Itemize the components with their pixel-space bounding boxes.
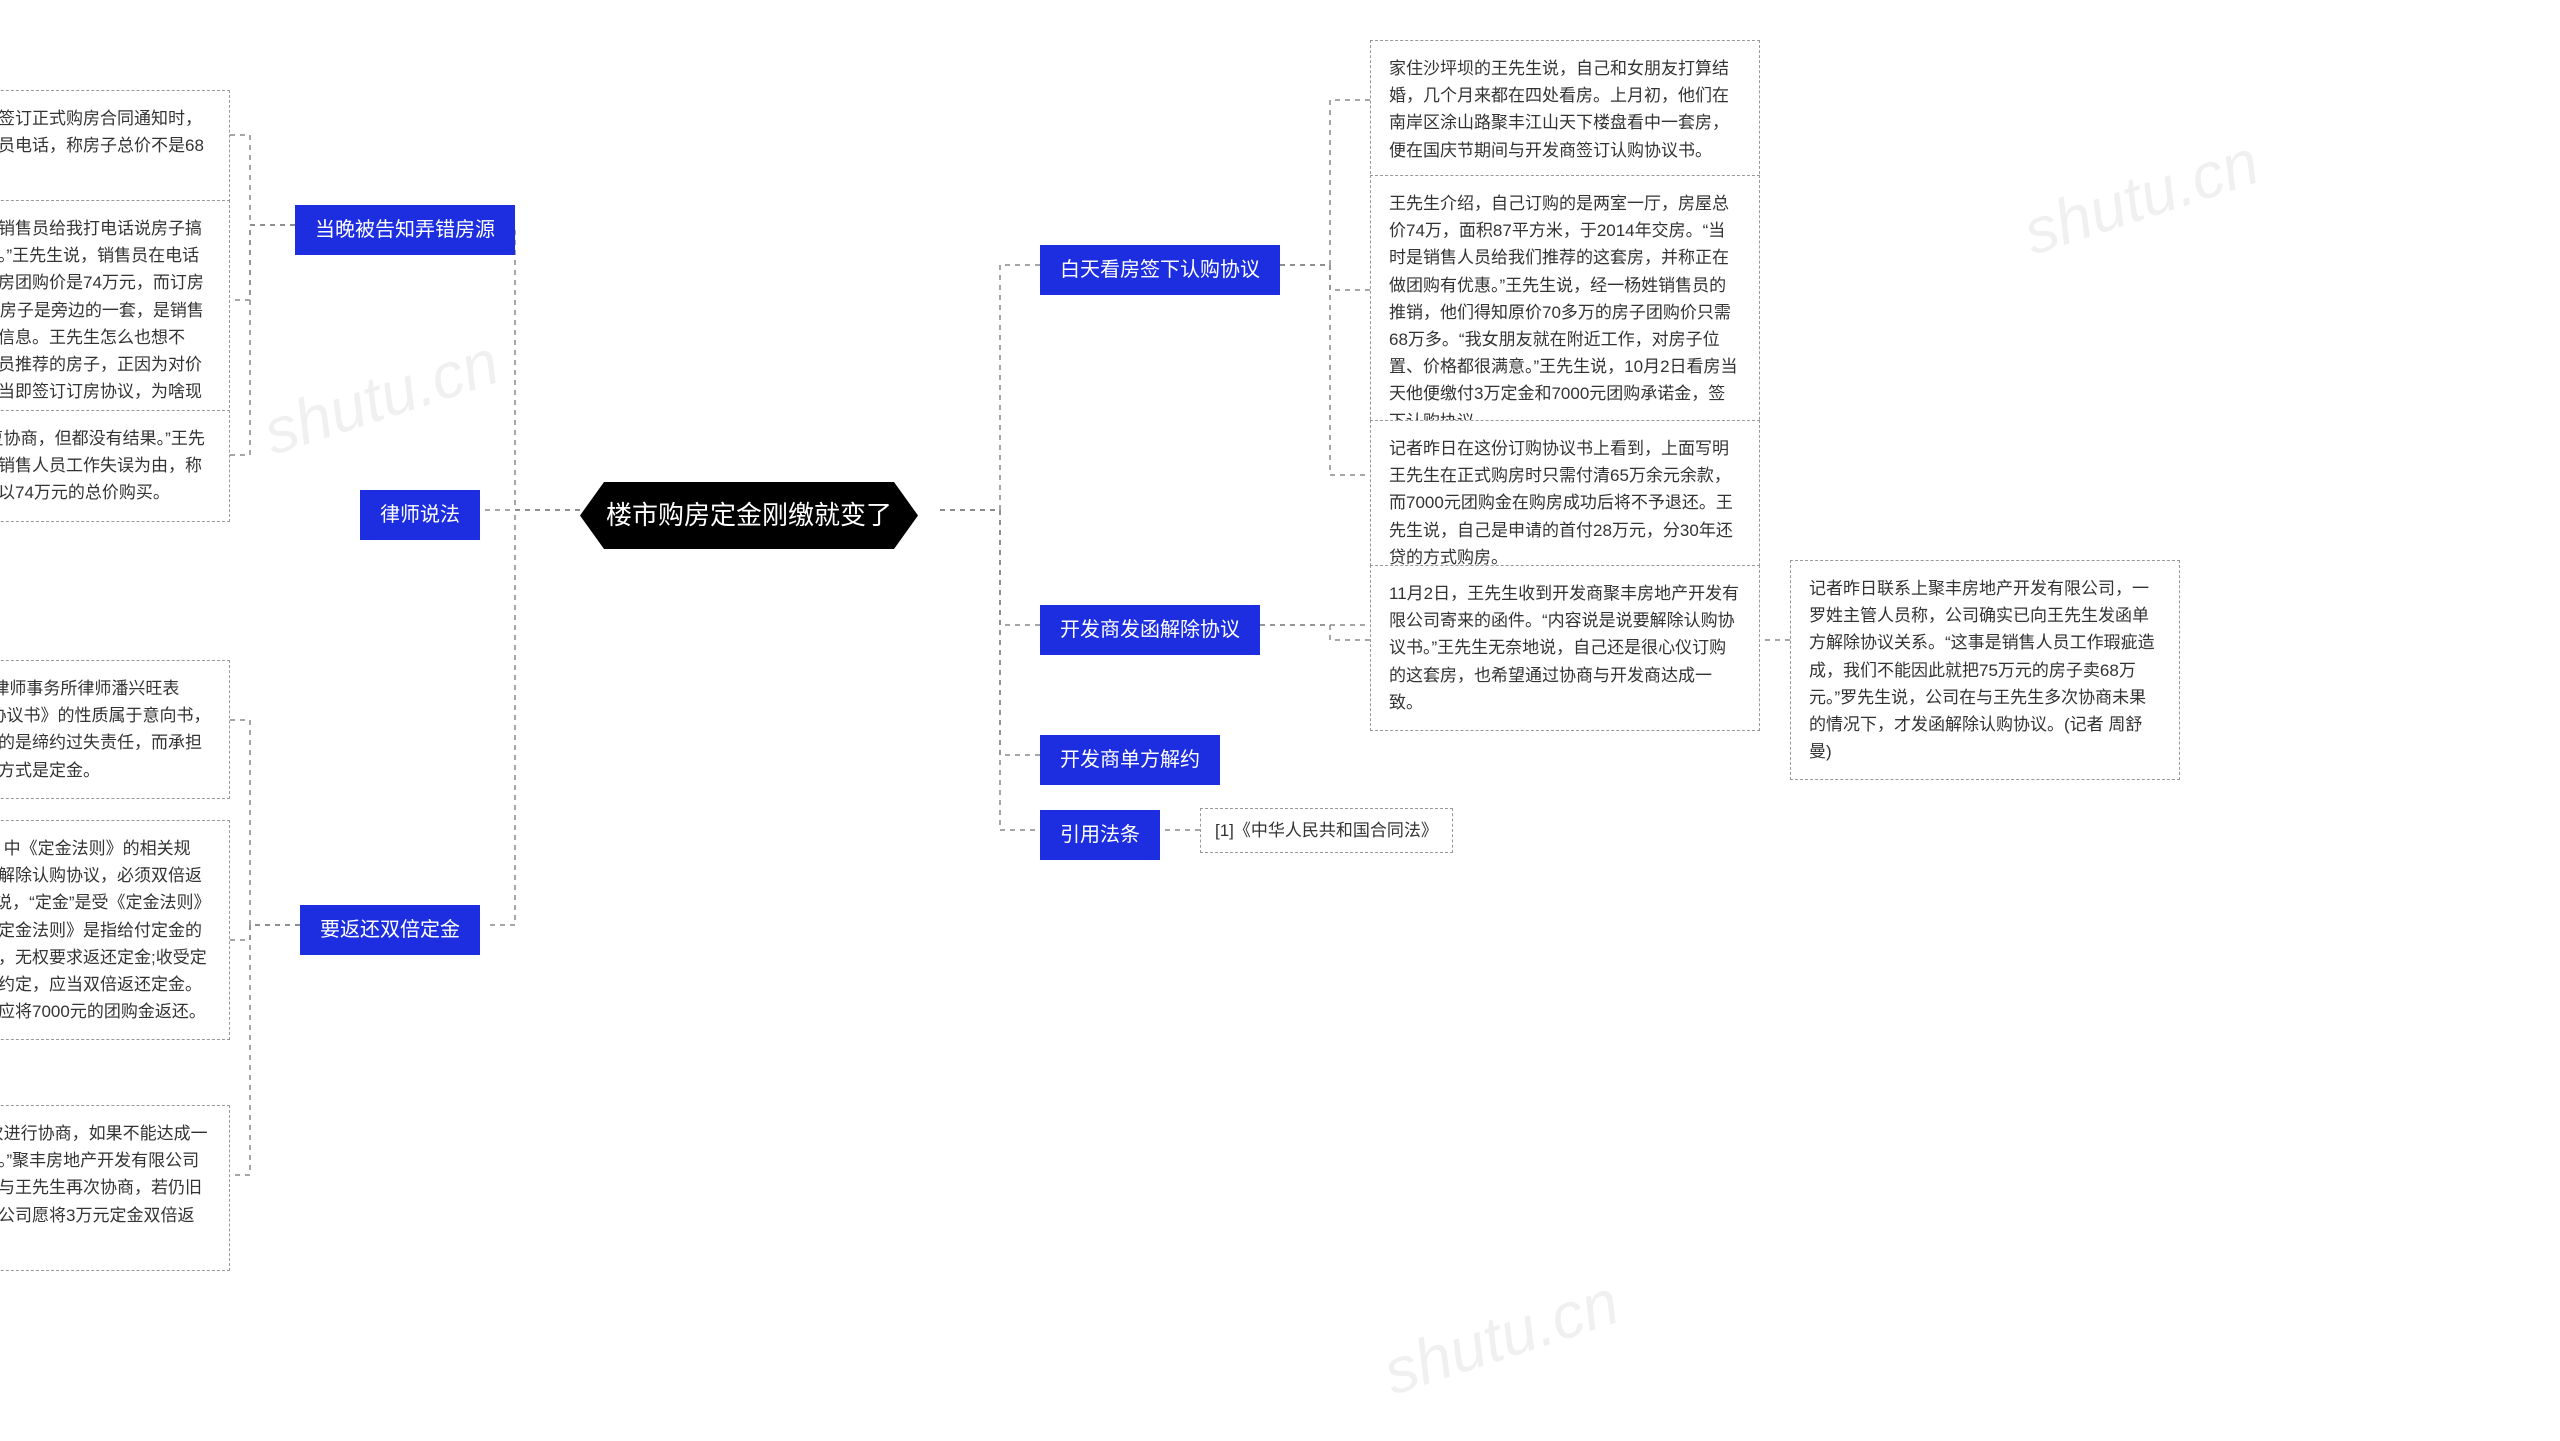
watermark: shutu.cn: [254, 324, 507, 469]
branch-left-1: 当晚被告知弄错房源: [295, 205, 515, 255]
branch-right-2: 开发商发函解除协议: [1040, 605, 1260, 655]
leaf-right-2-0: 11月2日，王先生收到开发商聚丰房地产开发有限公司寄来的函件。“内容说是说要解除…: [1370, 565, 1760, 731]
leaf-left-3-1: “根据《合同法》中《定金法则》的相关规定，开发商单方解除认购协议，必须双倍返还定…: [0, 820, 230, 1040]
leaf-left-1-2: “我找开发商反复协商，但都没有结果。”王先生说，开发商以销售人员工作失误为由，称…: [0, 410, 230, 522]
branch-right-4: 引用法条: [1040, 810, 1160, 860]
leaf-left-1-0: 就在王先生等待签订正式购房合同通知时，当晚却接到销售员电话，称房子总价不是68万…: [0, 90, 230, 202]
center-node: 楼市购房定金刚缴就变了: [580, 482, 918, 549]
mindmap-canvas: shutu.cn shutu.cn shutu.cn 楼市购房定金刚缴就变了 当…: [0, 0, 2560, 1441]
watermark: shutu.cn: [2014, 124, 2267, 269]
branch-left-3: 要返还双倍定金: [300, 905, 480, 955]
leaf-right-4-0: [1]《中华人民共和国合同法》: [1200, 808, 1453, 853]
leaf-left-3-2: “我们会跟他再次进行协商，如果不能达成一致就走法律程序。”聚丰房地产开发有限公司…: [0, 1105, 230, 1271]
leaf-left-3-0: 重庆锦扬(江北)律师事务所律师潘兴旺表示，《房屋认购协议书》的性质属于意向书，一…: [0, 660, 230, 799]
leaf-right-1-0: 家住沙坪坝的王先生说，自己和女朋友打算结婚，几个月来都在四处看房。上月初，他们在…: [1370, 40, 1760, 179]
branch-right-3: 开发商单方解约: [1040, 735, 1220, 785]
leaf-right-1-1: 王先生介绍，自己订购的是两室一厅，房屋总价74万，面积87平方米，于2014年交…: [1370, 175, 1760, 450]
leaf-right-2-1: 记者昨日联系上聚丰房地产开发有限公司，一罗姓主管人员称，公司确实已向王先生发函单…: [1790, 560, 2180, 780]
leaf-right-1-2: 记者昨日在这份订购协议书上看到，上面写明王先生在正式购房时只需付清65万余元余款…: [1370, 420, 1760, 586]
branch-left-2: 律师说法: [360, 490, 480, 540]
watermark: shutu.cn: [1374, 1264, 1627, 1409]
branch-right-1: 白天看房签下认购协议: [1040, 245, 1280, 295]
